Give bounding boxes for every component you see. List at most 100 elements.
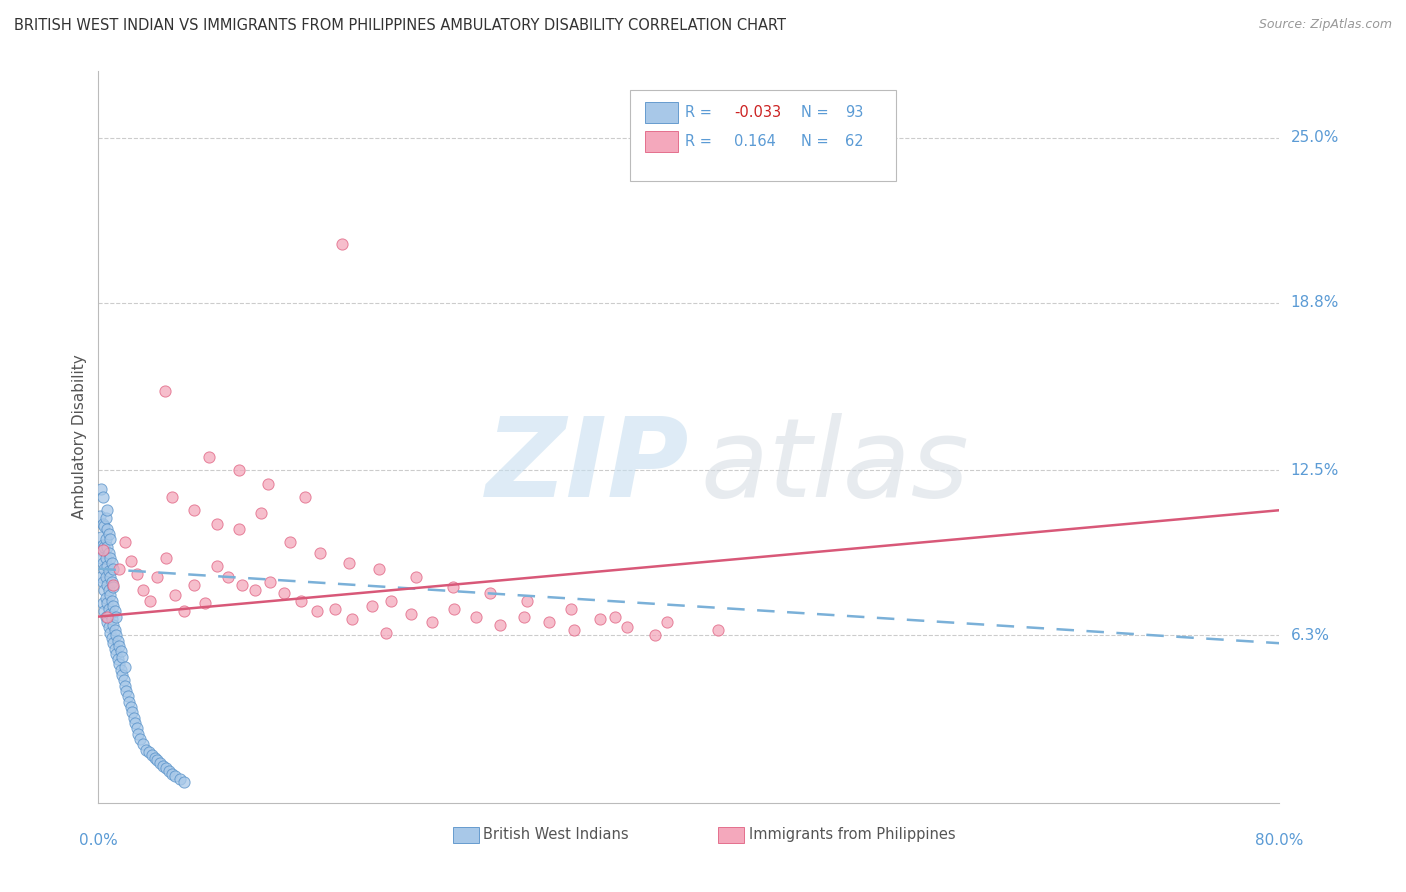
Point: [169, 772, 191, 786]
Point: [231, 577, 253, 591]
Text: 18.8%: 18.8%: [1291, 295, 1339, 310]
Point: [100, 612, 122, 626]
Point: [100, 631, 122, 645]
Point: [149, 756, 172, 770]
Point: [98, 533, 121, 547]
Point: [465, 609, 488, 624]
Text: 62: 62: [845, 134, 863, 149]
Point: [107, 633, 129, 648]
Point: [489, 617, 512, 632]
Point: [97, 546, 120, 560]
Point: [118, 695, 141, 709]
Point: [110, 663, 132, 677]
Point: [96, 609, 118, 624]
Bar: [453, 827, 478, 843]
Point: [165, 769, 187, 783]
Text: 0.164: 0.164: [734, 134, 776, 149]
Point: [114, 679, 136, 693]
Point: [89, 508, 111, 523]
Point: [217, 570, 239, 584]
Point: [90, 482, 112, 496]
Point: [121, 706, 143, 720]
Point: [589, 612, 612, 626]
Point: [96, 522, 118, 536]
Point: [305, 604, 328, 618]
Point: [89, 543, 111, 558]
Text: 25.0%: 25.0%: [1291, 130, 1339, 145]
Point: [183, 577, 205, 591]
Point: [330, 237, 353, 252]
Point: [342, 612, 364, 626]
Text: 93: 93: [845, 105, 863, 120]
Point: [516, 593, 538, 607]
Point: [91, 596, 114, 610]
Point: [165, 588, 187, 602]
Point: [90, 570, 112, 584]
Point: [405, 570, 427, 584]
Point: [146, 570, 169, 584]
Point: [97, 565, 120, 579]
Point: [194, 596, 217, 610]
Point: [152, 758, 174, 772]
Point: [228, 463, 250, 477]
Point: [250, 506, 273, 520]
Bar: [718, 827, 744, 843]
Point: [91, 538, 114, 552]
Point: [441, 580, 464, 594]
Point: [91, 575, 114, 590]
Point: [97, 601, 120, 615]
Point: [146, 753, 169, 767]
Text: British West Indians: British West Indians: [484, 827, 628, 842]
Point: [96, 596, 118, 610]
Point: [138, 745, 160, 759]
Point: [135, 742, 157, 756]
Point: [112, 673, 135, 688]
Point: [94, 609, 117, 624]
Point: [96, 503, 118, 517]
Point: [96, 615, 118, 629]
Point: [108, 639, 131, 653]
Point: [127, 726, 149, 740]
Point: [294, 490, 316, 504]
Point: [124, 716, 146, 731]
Point: [90, 530, 112, 544]
Point: [97, 527, 120, 541]
Text: -0.033: -0.033: [734, 105, 780, 120]
Point: [368, 562, 391, 576]
Text: 0.0%: 0.0%: [79, 833, 118, 848]
Text: BRITISH WEST INDIAN VS IMMIGRANTS FROM PHILIPPINES AMBULATORY DISABILITY CORRELA: BRITISH WEST INDIAN VS IMMIGRANTS FROM P…: [14, 18, 786, 33]
Point: [96, 541, 118, 555]
Point: [104, 623, 127, 637]
Point: [117, 690, 139, 704]
Text: ZIP: ZIP: [485, 413, 689, 520]
Point: [205, 516, 228, 531]
Point: [120, 554, 142, 568]
Point: [100, 575, 122, 590]
Bar: [645, 102, 678, 122]
Point: [107, 652, 129, 666]
Point: [111, 649, 134, 664]
Point: [93, 519, 115, 533]
Point: [96, 577, 118, 591]
Point: [105, 628, 128, 642]
Point: [108, 562, 131, 576]
Point: [153, 384, 176, 398]
Point: [141, 747, 163, 762]
Point: [98, 570, 121, 584]
Point: [443, 601, 465, 615]
Point: [157, 764, 180, 778]
Point: [104, 641, 127, 656]
Text: N =: N =: [801, 105, 834, 120]
Point: [162, 490, 183, 504]
Text: 6.3%: 6.3%: [1291, 628, 1330, 643]
Point: [125, 722, 148, 736]
Point: [103, 636, 125, 650]
Point: [91, 490, 114, 504]
Text: Immigrants from Philippines: Immigrants from Philippines: [749, 827, 956, 842]
Bar: [645, 131, 678, 152]
Point: [420, 615, 443, 629]
Point: [259, 575, 281, 590]
Point: [616, 620, 638, 634]
Point: [98, 588, 121, 602]
Text: R =: R =: [685, 134, 717, 149]
